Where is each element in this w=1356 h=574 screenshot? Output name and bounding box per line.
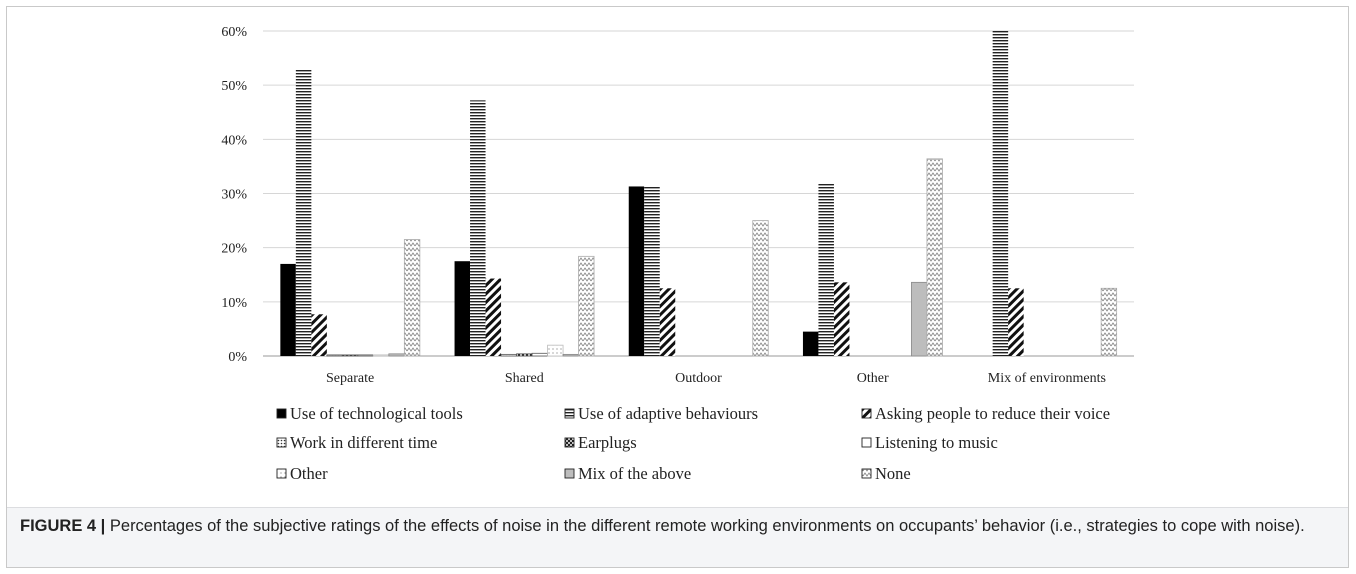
- bar-none: [752, 220, 769, 357]
- bar-mix-of-the-above: [562, 353, 579, 357]
- bar-asking-people-to-reduce-their-voice: [1008, 288, 1024, 356]
- bar-use-of-adaptive-behaviours: [818, 183, 834, 356]
- legend-label-asking-people-to-reduce-their-voice: Asking people to reduce their voice: [875, 404, 1110, 423]
- bar-earplugs: [516, 353, 533, 357]
- legend-swatch-none: [861, 468, 872, 479]
- y-tick-label: 0%: [228, 350, 247, 365]
- bar-other: [372, 354, 390, 357]
- legend-swatch-mix-of-the-above: [564, 468, 575, 479]
- x-tick-label: Outdoor: [675, 371, 722, 386]
- legend-label-use-of-adaptive-behaviours: Use of adaptive behaviours: [578, 404, 758, 423]
- legend-swatch-use-of-technological-tools: [276, 408, 287, 419]
- x-tick-label: Separate: [326, 371, 374, 386]
- y-tick-label: 40%: [221, 133, 247, 148]
- x-tick-label: Other: [857, 371, 889, 386]
- legend-swatch-other: [276, 468, 287, 479]
- bar-none: [926, 158, 943, 357]
- legend-label-use-of-technological-tools: Use of technological tools: [290, 404, 463, 423]
- bar-chart: 0% 10% 20% 30% 40% 50% 60% Separate Shared Outdoo…: [221, 25, 1134, 483]
- x-tick-label: Mix of environments: [988, 371, 1106, 386]
- bar-asking-people-to-reduce-their-voice: [311, 314, 327, 356]
- bar-mix-of-the-above: [911, 281, 928, 357]
- bar-mix-of-the-above: [388, 353, 405, 357]
- bar-earplugs: [341, 354, 359, 357]
- bar-other: [547, 344, 564, 357]
- legend-swatch-work-in-different-time: [276, 437, 287, 448]
- y-tick-label: 10%: [221, 296, 247, 311]
- bar-work-in-different-time: [326, 354, 343, 357]
- legend-label-listening-to-music: Listening to music: [875, 433, 998, 452]
- figure-caption: FIGURE 4 | Percentages of the subjective…: [7, 507, 1348, 567]
- legend-label-earplugs: Earplugs: [578, 433, 637, 452]
- y-tick-label: 60%: [221, 25, 247, 40]
- bar-asking-people-to-reduce-their-voice: [659, 288, 676, 356]
- bar-use-of-adaptive-behaviours: [295, 70, 312, 356]
- bar-none: [1100, 287, 1118, 357]
- legend-label-other: Other: [290, 464, 328, 483]
- legend-swatch-use-of-adaptive-behaviours: [564, 408, 575, 419]
- bar-work-in-different-time: [500, 353, 517, 357]
- legend-label-none: None: [875, 464, 911, 483]
- legend-swatch-asking-people-to-reduce-their-voice: [861, 408, 872, 419]
- bar-asking-people-to-reduce-their-voice: [833, 282, 850, 356]
- bar-use-of-technological-tools: [454, 261, 471, 356]
- bar-use-of-technological-tools: [280, 263, 296, 356]
- bar-use-of-technological-tools: [628, 186, 645, 356]
- legend-swatch-earplugs: [564, 437, 575, 448]
- figure-panel: 0% 10% 20% 30% 40% 50% 60% Separate Shared Outdoo…: [6, 6, 1349, 568]
- bar-use-of-adaptive-behaviours: [992, 31, 1009, 356]
- caption-text: Percentages of the subjective ratings of…: [105, 517, 1305, 535]
- legend-swatch-listening-to-music: [861, 437, 872, 448]
- caption-label: FIGURE 4 |: [20, 517, 106, 535]
- chart-area: 0% 10% 20% 30% 40% 50% 60% Separate Shared Outdoo…: [7, 7, 1348, 507]
- y-tick-label: 50%: [221, 79, 247, 94]
- legend-label-mix-of-the-above: Mix of the above: [578, 464, 691, 483]
- bar-asking-people-to-reduce-their-voice: [485, 278, 502, 356]
- legend-label-work-in-different-time: Work in different time: [290, 433, 437, 452]
- y-tick-label: 30%: [221, 188, 247, 203]
- bar-use-of-adaptive-behaviours: [470, 100, 486, 356]
- bar-use-of-technological-tools: [802, 331, 819, 356]
- bar-none: [403, 239, 421, 357]
- y-tick-label: 20%: [221, 242, 247, 257]
- x-tick-label: Shared: [505, 371, 544, 386]
- bar-listening-to-music: [357, 354, 374, 357]
- bar-use-of-adaptive-behaviours: [644, 186, 660, 356]
- bar-none: [578, 255, 595, 357]
- bar-listening-to-music: [531, 352, 548, 357]
